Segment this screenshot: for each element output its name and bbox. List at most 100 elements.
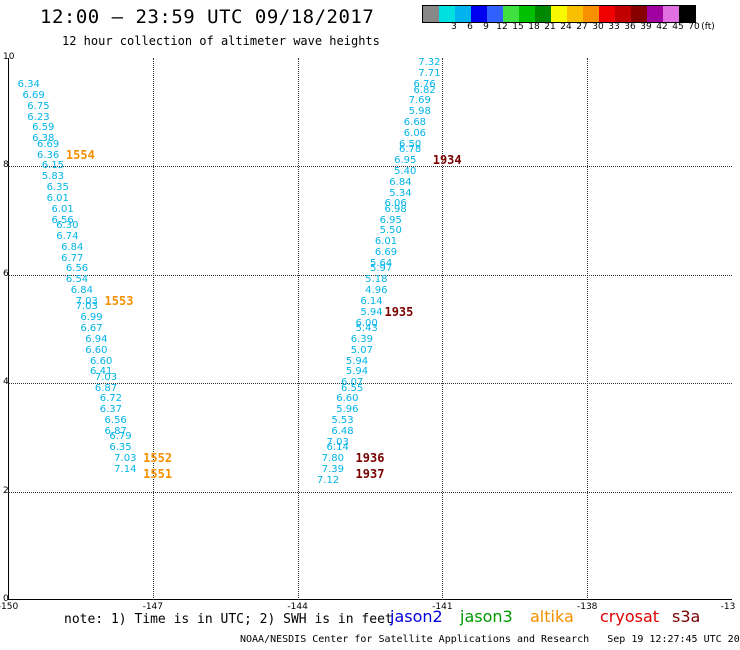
wave-height-value: 6.54 — [65, 274, 89, 286]
wave-height-value: 6.30 — [56, 220, 79, 232]
wave-height-value: 5.83 — [41, 171, 65, 183]
wave-height-value: 6.48 — [331, 425, 354, 437]
wave-height-value: 6.01 — [374, 236, 398, 248]
wave-height-value: 6.69 — [374, 247, 398, 259]
wave-height-value: 7.80 — [321, 453, 344, 465]
wave-height-value: 7.32 — [418, 57, 441, 69]
legend-swatch — [615, 6, 631, 22]
legend-label: 6 — [467, 22, 473, 32]
legend-swatch — [679, 6, 695, 22]
credit-text: NOAA/NESDIS Center for Satellite Applica… — [240, 634, 590, 645]
legend-swatch — [503, 6, 519, 22]
wave-height-value: 6.75 — [27, 100, 50, 112]
wave-height-value: 6.59 — [32, 122, 55, 134]
plot-area — [8, 58, 732, 600]
y-tick-label: 2 — [3, 485, 9, 496]
wave-height-value: 6.77 — [61, 252, 84, 264]
wave-height-value: 4.96 — [365, 285, 388, 297]
pass-time-label: 1551 — [143, 467, 173, 482]
legend-swatch — [551, 6, 567, 22]
wave-height-value: 5.53 — [331, 415, 354, 427]
wave-height-value: 5.96 — [336, 404, 359, 416]
wave-height-value: 6.99 — [80, 312, 103, 324]
y-tick-label: 4 — [3, 377, 9, 388]
x-tick-label: -144 — [287, 602, 308, 612]
grid-line-vertical — [442, 58, 444, 600]
legend-label: 30 — [592, 22, 604, 32]
pass-time-label: 1553 — [104, 293, 134, 308]
wave-height-value: 6.23 — [27, 111, 50, 123]
wave-height-value: 6.56 — [104, 415, 127, 427]
wave-height-value: 6.69 — [22, 89, 45, 101]
wave-height-value: 6.72 — [99, 393, 122, 405]
wave-height-value: 6.35 — [46, 182, 69, 194]
wave-height-value: 5.40 — [394, 165, 417, 177]
wave-height-value: 6.60 — [90, 355, 113, 367]
wave-height-value: 5.94 — [345, 366, 369, 378]
pass-time-label: 1554 — [65, 147, 95, 162]
grid-line-vertical — [297, 58, 299, 600]
wave-height-value: 6.55 — [341, 382, 364, 394]
timestamp: Sep 19 12:27:45 UTC 2017 — [607, 634, 740, 645]
wave-height-value: 6.06 — [384, 198, 407, 210]
x-tick-label: -141 — [432, 602, 453, 612]
footer-credit: NOAA/NESDIS Center for Satellite Applica… — [240, 634, 740, 645]
wave-height-value: 6.56 — [51, 214, 74, 226]
pass-time-label: 1934 — [432, 152, 462, 167]
legend-swatch — [647, 6, 663, 22]
legend-unit: (ft) — [701, 22, 715, 32]
footer-note: note: 1) Time is in UTC; 2) SWH is in fe… — [64, 612, 393, 627]
wave-height-value: 6.14 — [360, 295, 383, 307]
grid-line-horizontal — [8, 274, 732, 276]
wave-height-value: 6.82 — [413, 84, 436, 96]
color-scale-legend — [422, 5, 696, 23]
wave-height-value: 5.64 — [370, 257, 393, 269]
legend-swatch — [439, 6, 455, 22]
legend-label: 24 — [560, 22, 572, 32]
y-tick-label: 6 — [3, 268, 9, 279]
wave-height-value: 6.84 — [389, 176, 412, 188]
grid-line-horizontal — [8, 491, 732, 493]
legend-label: 18 — [528, 22, 540, 32]
wave-height-value: 6.50 — [398, 138, 422, 150]
legend-label: 70 — [688, 22, 700, 32]
wave-height-value: 5.18 — [365, 274, 388, 286]
wave-height-value: 5.94 — [345, 355, 369, 367]
legend-swatch — [519, 6, 535, 22]
wave-height-value: 6.00 — [355, 317, 378, 329]
legend-label: 45 — [672, 22, 684, 32]
wave-height-value: 6.98 — [384, 203, 407, 215]
legend-label: 21 — [544, 22, 556, 32]
wave-height-value: 7.12 — [316, 474, 340, 486]
wave-height-value: 6.01 — [51, 203, 74, 215]
legend-swatch — [471, 6, 487, 22]
legend-label: 33 — [608, 22, 620, 32]
y-tick-label: 8 — [3, 160, 9, 171]
grid-line-vertical — [587, 58, 589, 600]
satellite-label-jason2: jason2 — [390, 607, 443, 626]
wave-height-value: 6.67 — [80, 323, 103, 334]
wave-height-value: 6.95 — [394, 154, 417, 166]
y-tick-label: 0 — [3, 594, 9, 604]
legend-label: 42 — [656, 22, 668, 32]
wave-height-value: 6.56 — [65, 263, 89, 275]
wave-height-value: 5.50 — [379, 225, 402, 237]
legend-label: 27 — [576, 22, 588, 32]
wave-height-value: 7.03 — [75, 301, 98, 313]
wave-height-value: 7.03 — [326, 436, 349, 448]
wave-height-value: 6.76 — [413, 79, 436, 91]
wave-height-value: 6.79 — [109, 431, 132, 443]
satellite-label-cryosat: cryosat — [600, 607, 660, 626]
wave-height-value: 6.41 — [90, 366, 113, 378]
wave-height-value: 6.07 — [341, 377, 364, 389]
satellite-label-altika: altika — [530, 607, 574, 626]
wave-height-value: 6.39 — [350, 333, 373, 345]
wave-height-value: 6.35 — [109, 442, 132, 454]
wave-height-value: 7.39 — [321, 463, 344, 475]
pass-time-label: 1552 — [143, 451, 173, 466]
wave-height-value: 5.97 — [370, 263, 393, 275]
wave-height-value: 6.94 — [85, 333, 108, 345]
wave-height-value: 5.43 — [355, 323, 378, 334]
wave-height-value: 6.84 — [70, 285, 93, 297]
